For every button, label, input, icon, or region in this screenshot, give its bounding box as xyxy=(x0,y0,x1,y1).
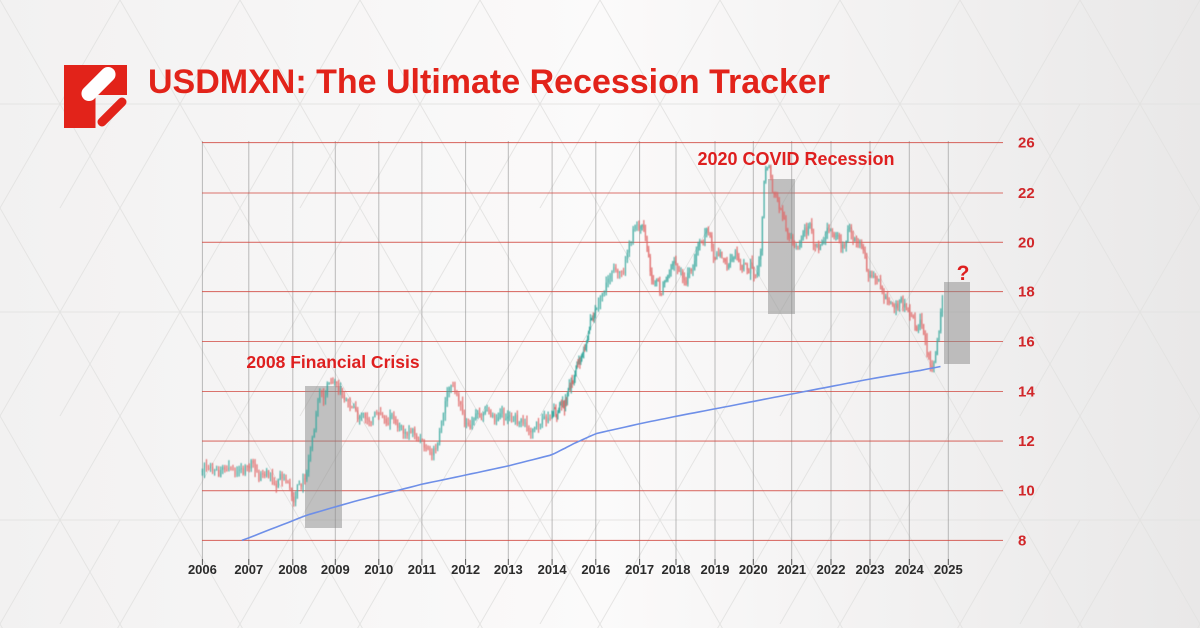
svg-text:2007: 2007 xyxy=(234,562,263,577)
svg-text:10: 10 xyxy=(1018,483,1035,500)
svg-text:2012: 2012 xyxy=(451,562,480,577)
svg-text:26: 26 xyxy=(1018,135,1035,152)
svg-text:20: 20 xyxy=(1018,234,1035,251)
svg-text:22: 22 xyxy=(1018,185,1035,202)
svg-text:2025: 2025 xyxy=(934,562,963,577)
svg-text:2022: 2022 xyxy=(817,562,846,577)
svg-text:?: ? xyxy=(957,262,970,285)
svg-text:2019: 2019 xyxy=(701,562,730,577)
svg-text:2017: 2017 xyxy=(625,562,654,577)
svg-text:16: 16 xyxy=(1018,334,1035,351)
svg-text:8: 8 xyxy=(1018,532,1026,549)
svg-text:2006: 2006 xyxy=(188,562,217,577)
svg-text:2014: 2014 xyxy=(538,562,568,577)
svg-text:2020 COVID Recession: 2020 COVID Recession xyxy=(697,149,894,169)
svg-text:2010: 2010 xyxy=(364,562,393,577)
svg-text:2011: 2011 xyxy=(408,562,436,577)
svg-text:2018: 2018 xyxy=(662,562,691,577)
svg-text:2024: 2024 xyxy=(895,562,925,577)
svg-text:2013: 2013 xyxy=(494,562,523,577)
svg-text:12: 12 xyxy=(1018,433,1035,450)
svg-text:2023: 2023 xyxy=(856,562,885,577)
svg-text:2008: 2008 xyxy=(278,562,307,577)
svg-text:18: 18 xyxy=(1018,284,1035,301)
svg-text:14: 14 xyxy=(1018,384,1035,401)
svg-text:2009: 2009 xyxy=(321,562,350,577)
svg-text:2020: 2020 xyxy=(739,562,768,577)
svg-text:2016: 2016 xyxy=(581,562,610,577)
svg-text:2008 Financial Crisis: 2008 Financial Crisis xyxy=(246,352,419,372)
svg-text:2021: 2021 xyxy=(777,562,806,577)
